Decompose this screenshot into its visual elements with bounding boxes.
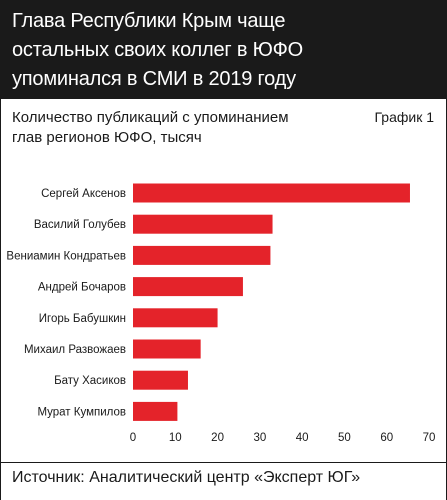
category-label: Вениамин Кондратьев: [6, 250, 126, 262]
title-line-1: Глава Республики Крым чаще: [12, 10, 286, 32]
x-tick-label: 70: [423, 432, 436, 444]
x-tick-label: 30: [253, 432, 266, 444]
bar: [133, 370, 188, 390]
x-tick-label: 50: [338, 432, 351, 444]
x-tick-label: 10: [169, 432, 182, 444]
graph-number-label: График 1: [374, 109, 434, 125]
category-label: Игорь Бабушкин: [39, 313, 126, 325]
chart-subtitle: Количество публикаций с упоминанием глав…: [12, 108, 289, 148]
bar: [133, 277, 243, 297]
title-line-3: упоминался в СМИ в 2019 году: [12, 68, 296, 90]
title-line-2: остальных своих коллег в ЮФО: [12, 39, 304, 61]
bar: [133, 214, 273, 234]
x-tick-label: 0: [130, 432, 136, 444]
bar: [133, 401, 178, 421]
category-label: Андрей Бочаров: [38, 282, 126, 294]
bar: [133, 308, 218, 328]
subtitle-line-1: Количество публикаций с упоминанием: [12, 109, 289, 126]
category-label: Михаил Развожаев: [24, 344, 126, 356]
bar-chart: Сергей Аксенов Василий Голубев Вениамин Ко…: [6, 183, 436, 444]
bar: [133, 183, 410, 203]
source-text: Источник: Аналитический центр «Эксперт Ю…: [12, 469, 361, 486]
category-label: Василий Голубев: [34, 219, 126, 231]
subtitle-line-2: глав регионов ЮФО, тысяч: [12, 129, 202, 146]
bar: [133, 339, 201, 359]
footer: Источник: Аналитический центр «Эксперт Ю…: [1, 462, 446, 500]
category-label: Мурат Кумпилов: [37, 406, 126, 418]
bar: [133, 245, 271, 265]
category-label: Сергей Аксенов: [41, 188, 126, 200]
x-tick-label: 20: [211, 432, 224, 444]
category-label: Бату Хасиков: [54, 375, 126, 387]
x-tick-label: 40: [296, 432, 309, 444]
x-tick-label: 60: [380, 432, 393, 444]
header: Глава Республики Крым чаще остальных сво…: [1, 1, 446, 99]
